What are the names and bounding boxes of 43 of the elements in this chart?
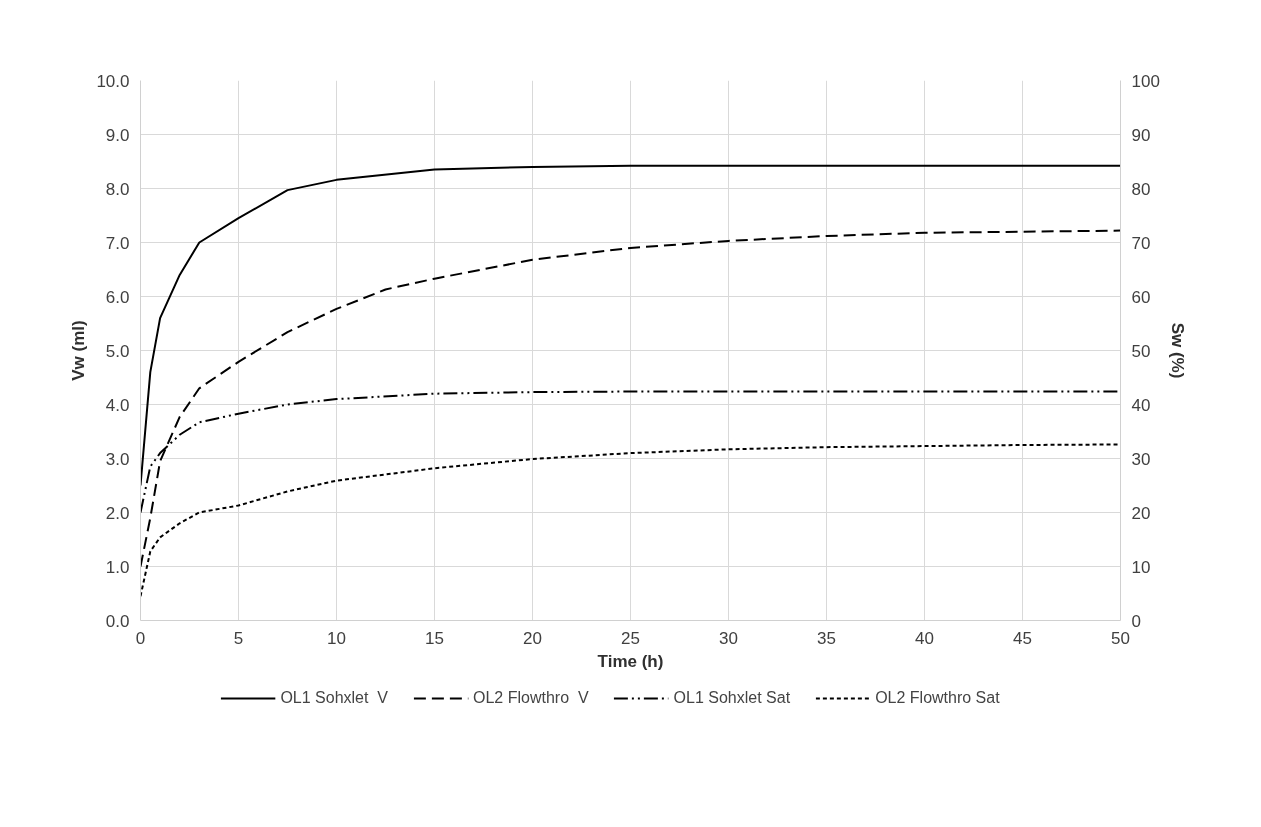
x-tick-label: 40: [915, 628, 934, 648]
y2-tick-label: 100: [1131, 71, 1160, 91]
y2-axis-title: Sw (%): [1167, 322, 1187, 379]
x-tick-label: 45: [1013, 628, 1032, 648]
y2-tick-label: 60: [1131, 287, 1151, 307]
y2-tick-label: 0: [1131, 611, 1141, 631]
y-axis-title: Vw (ml): [69, 320, 89, 381]
y2-tick-label: 70: [1131, 233, 1151, 253]
legend-label: OL1 Sohxlet Sat: [673, 689, 791, 707]
y2-tick-label: 50: [1131, 341, 1151, 361]
y-tick-label: 7.0: [105, 233, 130, 253]
y-tick-label: 8.0: [105, 179, 130, 199]
y2-tick-label: 90: [1131, 125, 1151, 145]
y-tick-label: 2.0: [105, 503, 130, 523]
y-tick-label: 9.0: [105, 125, 130, 145]
x-tick-label: 35: [817, 628, 836, 648]
line-series: [140, 229, 1121, 568]
y2-tick-label: 40: [1131, 395, 1151, 415]
y-tick-label: 5.0: [105, 341, 130, 361]
legend-label: OL2 Flowthro Sat: [875, 689, 1000, 707]
y2-tick-label: 80: [1131, 179, 1151, 199]
y2-tick-label: 30: [1131, 449, 1151, 469]
x-tick-label: 5: [233, 628, 244, 648]
x-tick-label: 15: [425, 628, 444, 648]
y-tick-label: 0.0: [105, 611, 130, 631]
y2-tick-label: 20: [1131, 503, 1151, 523]
x-tick-label: 30: [719, 628, 738, 648]
y2-tick-label: 10: [1131, 557, 1151, 577]
line-series: [140, 164, 1121, 487]
y-tick-label: 10.0: [96, 71, 130, 91]
x-tick-label: 0: [135, 628, 146, 648]
y-tick-label: 3.0: [105, 449, 130, 469]
x-tick-label: 25: [621, 628, 640, 648]
x-tick-label: 20: [523, 628, 542, 648]
y-tick-label: 4.0: [105, 395, 130, 415]
legend-label: OL1 Sohxlet V: [280, 689, 388, 707]
y-tick-label: 1.0: [105, 557, 130, 577]
x-axis-title: Time (h): [597, 651, 664, 671]
x-tick-label: 50: [1111, 628, 1130, 648]
x-tick-label: 10: [327, 628, 346, 648]
y-tick-label: 6.0: [105, 287, 130, 307]
line-series: [140, 443, 1121, 598]
legend-label: OL2 Flowthro V: [473, 689, 589, 707]
